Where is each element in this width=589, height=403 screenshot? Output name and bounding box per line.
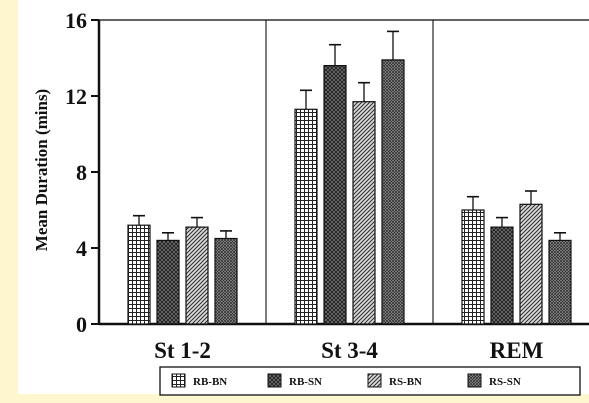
y-tick-label: 12 (65, 84, 87, 109)
legend-label: RS-SN (489, 376, 521, 388)
bar (156, 239, 180, 325)
y-tick-label: 0 (76, 312, 87, 337)
bar (185, 226, 209, 325)
y-tick-label: 4 (76, 236, 87, 261)
y-tick-label: 16 (65, 8, 87, 33)
y-tick-label: 8 (76, 160, 87, 185)
category-label: St 1-2 (154, 338, 211, 363)
legend-swatch (467, 373, 482, 388)
legend-label: RS-BN (389, 376, 422, 388)
legend: RB-BN RB-SN RS-BN RS-SN (159, 366, 581, 396)
y-axis-title: Mean Duration (mins) (32, 89, 51, 251)
bar (352, 101, 376, 325)
page-edge-bottom (0, 394, 589, 403)
bar (461, 209, 485, 325)
bar (323, 64, 347, 325)
category-label: St 3-4 (321, 338, 378, 363)
legend-label: RB-SN (289, 376, 322, 388)
page-edge-left (0, 0, 18, 403)
legend-label: RB-BN (193, 376, 227, 388)
bars (127, 30, 572, 325)
legend-swatch (267, 373, 282, 388)
bar (294, 108, 318, 325)
bar (127, 224, 151, 325)
bar (214, 237, 238, 325)
bar (519, 203, 543, 325)
bar (548, 239, 572, 325)
bar (490, 226, 514, 325)
y-axis-ticks: 0 4 8 12 16 (65, 8, 99, 337)
category-label: REM (490, 338, 544, 363)
legend-swatch (171, 373, 186, 388)
legend-swatch (367, 373, 382, 388)
bar (381, 59, 405, 325)
category-labels: St 1-2 St 3-4 REM (154, 338, 544, 363)
